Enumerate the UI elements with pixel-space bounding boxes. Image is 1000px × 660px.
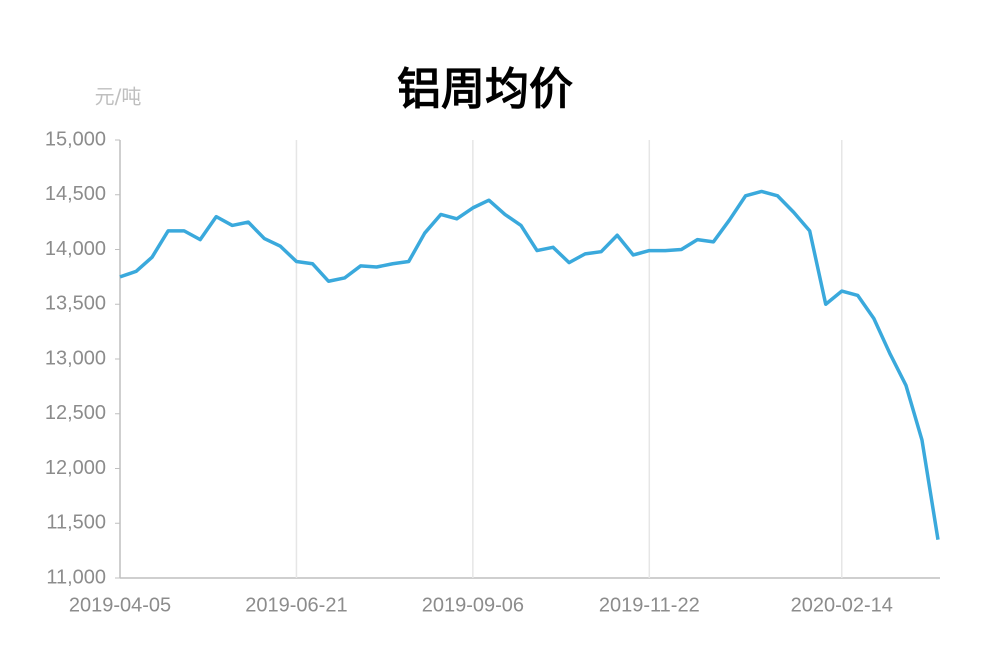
x-tick-label: 2020-02-14 [791,594,893,616]
y-tick-label: 13,000 [45,347,106,369]
data-line [119,189,940,540]
y-axis-label: 元/吨 [95,85,142,109]
y-tick-label: 14,000 [45,238,106,260]
y-tick-label: 12,000 [45,457,106,479]
y-tick-label: 11,500 [46,512,106,534]
x-tick-label: 2019-09-06 [422,594,524,616]
y-tick-label: 13,500 [45,293,106,315]
y-tick-label: 12,500 [45,402,106,424]
x-tick-label: 2019-11-22 [599,594,700,616]
y-tick-label: 11,000 [46,566,106,588]
y-tick-label: 14,500 [45,183,106,205]
y-tick-label: 15,000 [45,128,106,150]
x-tick-label: 2019-04-05 [69,594,171,616]
x-tick-label: 2019-06-21 [245,594,347,616]
chart-title: 铝周均价 [397,64,573,115]
